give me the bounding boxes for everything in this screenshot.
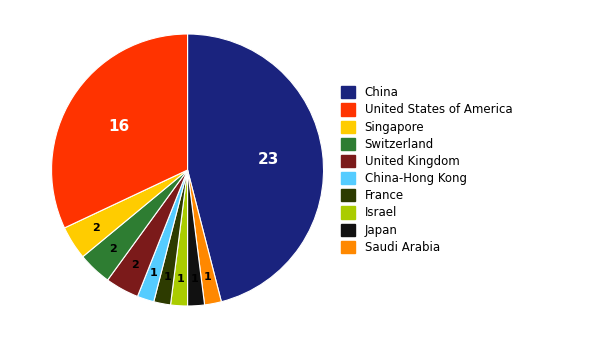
Wedge shape — [108, 170, 188, 296]
Text: 1: 1 — [204, 272, 212, 282]
Wedge shape — [188, 170, 221, 305]
Wedge shape — [65, 170, 188, 257]
Text: 2: 2 — [131, 260, 139, 270]
Text: 1: 1 — [163, 272, 171, 282]
Text: 2: 2 — [92, 223, 100, 233]
Wedge shape — [171, 170, 188, 306]
Wedge shape — [83, 170, 188, 280]
Text: 1: 1 — [177, 274, 185, 284]
Wedge shape — [154, 170, 188, 305]
Wedge shape — [137, 170, 188, 302]
Text: 1: 1 — [191, 274, 198, 284]
Text: 23: 23 — [258, 152, 279, 167]
Text: 2: 2 — [109, 244, 117, 254]
Wedge shape — [51, 34, 188, 228]
Wedge shape — [188, 170, 204, 306]
Wedge shape — [188, 34, 324, 302]
Legend: China, United States of America, Singapore, Switzerland, United Kingdom, China-H: China, United States of America, Singapo… — [336, 82, 517, 258]
Text: 16: 16 — [108, 119, 129, 134]
Text: 1: 1 — [150, 269, 158, 278]
